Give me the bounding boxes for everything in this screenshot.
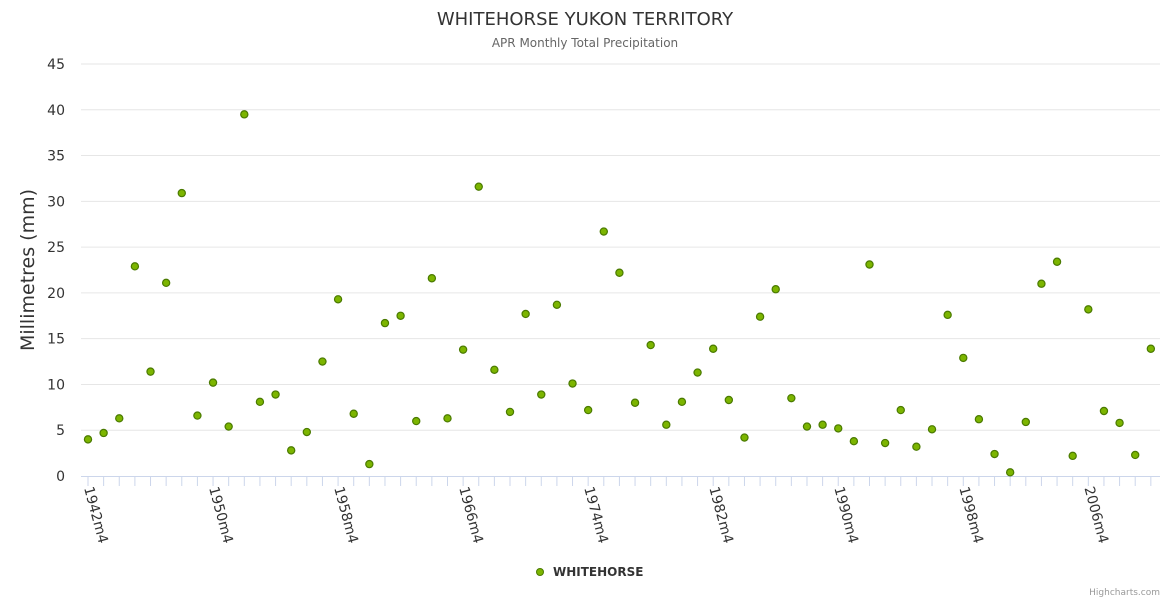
data-point bbox=[896, 405, 905, 415]
data-point bbox=[286, 446, 296, 455]
x-tick-label: 1998m4 bbox=[955, 485, 986, 545]
chart-title: WHITEHORSE YUKON TERRITORY bbox=[437, 9, 734, 30]
data-point bbox=[146, 367, 155, 376]
data-point bbox=[912, 442, 921, 451]
y-tick-label: 35 bbox=[47, 149, 65, 165]
y-tick-label: 5 bbox=[56, 423, 65, 439]
data-point bbox=[615, 268, 624, 277]
x-tick-label: 1942m4 bbox=[80, 485, 111, 545]
x-tick-label: 1982m4 bbox=[705, 485, 736, 545]
data-point bbox=[865, 260, 874, 269]
y-tick-label: 45 bbox=[47, 57, 65, 73]
data-point bbox=[974, 415, 984, 424]
data-point bbox=[240, 110, 249, 119]
data-point bbox=[1084, 305, 1093, 314]
legend-marker bbox=[536, 568, 544, 576]
x-tick-label: 1974m4 bbox=[580, 485, 611, 545]
data-point bbox=[224, 422, 233, 431]
data-point bbox=[130, 262, 140, 271]
credits[interactable]: Highcharts.com bbox=[1089, 588, 1160, 598]
data-point bbox=[927, 425, 937, 434]
data-point bbox=[630, 398, 640, 407]
data-point bbox=[115, 414, 124, 423]
data-point bbox=[724, 395, 734, 405]
data-point bbox=[552, 300, 562, 309]
data-point bbox=[709, 344, 718, 353]
y-tick-label: 30 bbox=[47, 194, 65, 210]
data-point bbox=[443, 414, 452, 423]
data-point bbox=[880, 438, 890, 448]
data-point bbox=[99, 428, 108, 438]
x-tick-label: 1990m4 bbox=[830, 485, 861, 545]
data-point bbox=[302, 427, 312, 437]
data-point bbox=[333, 295, 343, 304]
data-point bbox=[365, 459, 374, 469]
data-point bbox=[83, 435, 93, 444]
data-point bbox=[849, 437, 859, 446]
x-tick-label: 2006m4 bbox=[1080, 485, 1111, 545]
x-tick-label: 1950m4 bbox=[205, 485, 236, 545]
data-point bbox=[1005, 468, 1015, 477]
data-point bbox=[677, 397, 687, 407]
chart-subtitle: APR Monthly Total Precipitation bbox=[492, 36, 678, 50]
data-point bbox=[193, 411, 202, 420]
data-point bbox=[161, 278, 171, 288]
data-point bbox=[990, 449, 999, 459]
y-tick-label: 0 bbox=[56, 469, 65, 485]
data-point bbox=[458, 345, 468, 354]
data-point bbox=[662, 420, 671, 429]
data-point bbox=[1146, 344, 1156, 353]
y-tick-label: 15 bbox=[47, 332, 65, 348]
data-point bbox=[599, 227, 608, 236]
x-tick-label: 1958m4 bbox=[330, 485, 361, 545]
data-point bbox=[771, 285, 780, 294]
data-point bbox=[271, 390, 280, 399]
y-axis-title: Millimetres (mm) bbox=[17, 189, 39, 351]
data-point bbox=[1021, 417, 1031, 427]
y-tick-label: 25 bbox=[47, 240, 65, 256]
data-point bbox=[505, 407, 515, 417]
data-point bbox=[1037, 279, 1046, 288]
data-point bbox=[787, 393, 796, 403]
legend-item-whitehorse[interactable]: WHITEHORSE bbox=[553, 565, 643, 579]
data-point bbox=[568, 379, 577, 388]
y-tick-label: 40 bbox=[47, 103, 65, 119]
data-point bbox=[521, 309, 530, 319]
data-point bbox=[380, 318, 390, 328]
data-point bbox=[396, 311, 405, 320]
data-point bbox=[1131, 450, 1140, 460]
data-point bbox=[1052, 257, 1062, 266]
data-point bbox=[1115, 418, 1124, 428]
data-point bbox=[490, 365, 499, 374]
data-point bbox=[349, 409, 358, 418]
data-point bbox=[474, 182, 483, 191]
data-point bbox=[318, 357, 327, 366]
data-point bbox=[943, 310, 952, 320]
data-point bbox=[646, 340, 655, 350]
data-point bbox=[583, 405, 593, 415]
data-point bbox=[693, 368, 702, 377]
data-point bbox=[255, 397, 265, 407]
data-point bbox=[427, 274, 437, 283]
data-point bbox=[818, 420, 827, 429]
data-point bbox=[208, 378, 218, 387]
data-point bbox=[834, 424, 843, 433]
data-point bbox=[1099, 406, 1109, 416]
data-point bbox=[177, 188, 186, 198]
legend[interactable]: WHITEHORSE bbox=[536, 565, 644, 579]
data-point bbox=[412, 416, 421, 426]
data-point bbox=[755, 312, 765, 321]
data-point bbox=[1068, 451, 1077, 461]
y-tick-label: 10 bbox=[47, 377, 65, 393]
data-point bbox=[802, 422, 812, 431]
x-tick-label: 1966m4 bbox=[455, 485, 486, 545]
data-point bbox=[537, 390, 546, 399]
y-tick-label: 20 bbox=[47, 286, 65, 302]
data-point bbox=[959, 353, 968, 363]
data-point bbox=[740, 433, 749, 442]
